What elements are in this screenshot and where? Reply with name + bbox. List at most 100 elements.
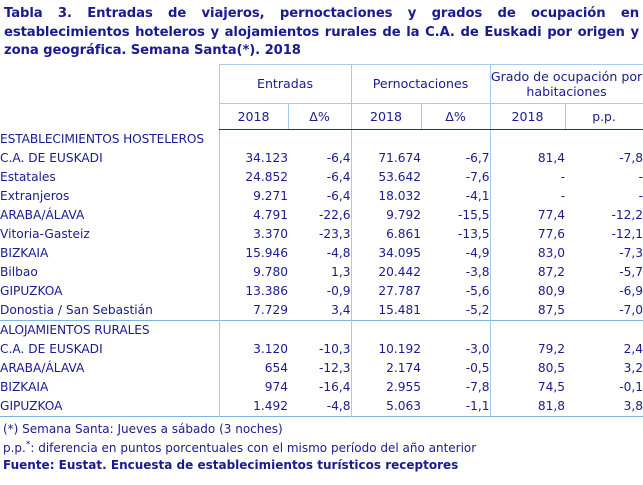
cell-pernoctaciones-var: -13,5 (457, 227, 490, 241)
cell-ocupacion-2018: - (489, 186, 566, 206)
section-header-empty-cell (350, 129, 422, 149)
cell-pernoctaciones-2018: 27.787 (350, 281, 422, 301)
cell-ocupacion-pp: 3,8 (623, 399, 643, 413)
table-group-header-row: Entradas Pernoctaciones Grado de ocupaci… (0, 63, 643, 103)
cell-ocupacion-pp: -12,2 (611, 208, 643, 222)
cell-entradas-2018: 13.386 (218, 281, 288, 301)
row-label: ARABA/ÁLAVA (0, 208, 85, 222)
section-header-empty-cell (288, 129, 351, 149)
cell-entradas-var: -10,3 (318, 342, 351, 356)
section-header-label: ALOJAMIENTOS RURALES (0, 323, 150, 337)
cell-pernoctaciones-var: -4,9 (465, 246, 490, 260)
cell-pernoctaciones-var: -4,1 (465, 189, 490, 203)
section-header-row: ESTABLECIMIENTOS HOSTELEROS (0, 129, 643, 149)
cell-entradas-var: 3,4 (331, 303, 351, 317)
cell-entradas-var: -6,4 (326, 151, 351, 165)
row-label: Vitoria-Gasteiz (0, 227, 90, 241)
cell-ocupacion-2018: 87,2 (489, 262, 566, 282)
cell-entradas-2018: 34.123 (218, 148, 288, 168)
cell-entradas-var: -22,6 (318, 208, 351, 222)
cell-entradas-2018: 15.946 (218, 243, 288, 263)
cell-pernoctaciones-2018: 6.861 (350, 224, 422, 244)
cell-pernoctaciones-var: -5,6 (465, 284, 490, 298)
subheader-spacer (0, 103, 219, 129)
subheader-entradas-var: Δ% (287, 102, 352, 130)
row-label: GIPUZKOA (0, 284, 63, 298)
section-header-empty-cell (565, 321, 643, 340)
cell-pernoctaciones-2018: 2.955 (350, 377, 422, 397)
cell-ocupacion-2018: 80,5 (489, 358, 566, 378)
table-row: Vitoria-Gasteiz 3.370 -23,3 6.861 -13,5 77,6 -… (0, 224, 643, 244)
cell-pernoctaciones-2018: 34.095 (350, 243, 422, 263)
cell-entradas-2018: 9.271 (218, 186, 288, 206)
table-subheader-row: 2018 Δ% 2018 Δ% 2018 p.p. (0, 102, 643, 130)
section-header-empty-cell (421, 321, 490, 340)
cell-ocupacion-2018: - (489, 167, 566, 187)
cell-ocupacion-pp: - (638, 189, 643, 203)
cell-entradas-2018: 7.729 (218, 300, 288, 320)
cell-pernoctaciones-2018: 20.442 (350, 262, 422, 282)
cell-ocupacion-pp: -0,1 (619, 380, 643, 394)
section-header-empty-cell (350, 320, 422, 340)
row-label: BIZKAIA (0, 380, 49, 394)
cell-pernoctaciones-var: -7,8 (465, 380, 490, 394)
cell-entradas-var: -6,4 (326, 189, 351, 203)
section-header-empty-cell (288, 321, 351, 340)
cell-ocupacion-pp: -7,3 (619, 246, 643, 260)
cell-ocupacion-pp: -7,8 (619, 151, 643, 165)
note-source: Fuente: Eustat. Encuesta de establecimie… (3, 457, 459, 472)
cell-ocupacion-2018: 79,2 (489, 339, 566, 359)
cell-entradas-var: -16,4 (318, 380, 351, 394)
cell-entradas-var: -23,3 (318, 227, 351, 241)
cell-entradas-var: -4,8 (326, 399, 351, 413)
cell-ocupacion-pp: -7,0 (619, 303, 643, 317)
cell-pernoctaciones-var: -15,5 (457, 208, 490, 222)
cell-ocupacion-2018: 81,4 (489, 148, 566, 168)
row-label: Bilbao (0, 265, 38, 279)
subheader-ocupacion-2018: 2018 (489, 102, 566, 130)
cell-pernoctaciones-var: -3,8 (465, 265, 490, 279)
section-divider-row (0, 415, 643, 417)
statistics-table: Entradas Pernoctaciones Grado de ocupaci… (0, 63, 643, 417)
note-pp: p.p.*: diferencia en puntos porcentuales… (3, 437, 640, 457)
cell-pernoctaciones-var: -1,1 (465, 399, 490, 413)
cell-pernoctaciones-var: -3,0 (465, 342, 490, 356)
table-row: BIZKAIA 15.946 -4,8 34.095 -4,9 83,0 -7,3 (0, 243, 643, 263)
table-row: C.A. DE EUSKADI 34.123 -6,4 71.674 -6,7 81,4 -… (0, 148, 643, 168)
cell-pernoctaciones-2018: 18.032 (350, 186, 422, 206)
cell-pernoctaciones-2018: 53.642 (350, 167, 422, 187)
cell-entradas-2018: 1.492 (218, 396, 288, 416)
cell-pernoctaciones-var: -7,6 (465, 170, 490, 184)
subheader-pernoctaciones-var: Δ% (420, 102, 491, 130)
table-row: ARABA/ÁLAVA 4.791 -22,6 9.792 -15,5 77,4 -12,2 (0, 205, 643, 225)
note-pp-asterisk: * (25, 440, 31, 450)
section-header-empty-cell (218, 129, 288, 149)
group-header-entradas: Entradas (218, 63, 352, 103)
note-semana-santa: (*) Semana Santa: Jueves a sábado (3 noc… (3, 421, 283, 436)
subheader-entradas-2018: 2018 (218, 102, 289, 130)
section-divider (0, 319, 643, 321)
cell-entradas-2018: 3.370 (218, 224, 288, 244)
cell-ocupacion-2018: 74,5 (489, 377, 566, 397)
cell-ocupacion-2018: 87,5 (489, 300, 566, 320)
section-divider (0, 415, 643, 417)
group-header-spacer (0, 64, 219, 103)
table-row: Donostia / San Sebastián 7.729 3,4 15.481 -5… (0, 300, 643, 320)
table-row: GIPUZKOA 1.492 -4,8 5.063 -1,1 81,8 3,8 (0, 396, 643, 416)
table-row: Bilbao 9.780 1,3 20.442 -3,8 87,2 -5,7 (0, 262, 643, 282)
group-header-pernoctaciones: Pernoctaciones (350, 63, 491, 103)
row-label: Extranjeros (0, 189, 70, 203)
section-header-label: ESTABLECIMIENTOS HOSTELEROS (0, 131, 205, 146)
row-label: Estatales (0, 170, 56, 184)
cell-ocupacion-pp: -5,7 (619, 265, 643, 279)
cell-entradas-2018: 24.852 (218, 167, 288, 187)
row-label: BIZKAIA (0, 246, 49, 260)
section-header-empty-cell (218, 320, 288, 340)
cell-entradas-2018: 4.791 (218, 205, 288, 225)
section-header-empty-cell (489, 320, 566, 340)
cell-pernoctaciones-2018: 5.063 (350, 396, 422, 416)
cell-entradas-2018: 654 (218, 358, 288, 378)
table-head: Entradas Pernoctaciones Grado de ocupaci… (0, 63, 643, 130)
group-header-grado-ocupacion: Grado de ocupación por habitaciones (489, 63, 643, 103)
